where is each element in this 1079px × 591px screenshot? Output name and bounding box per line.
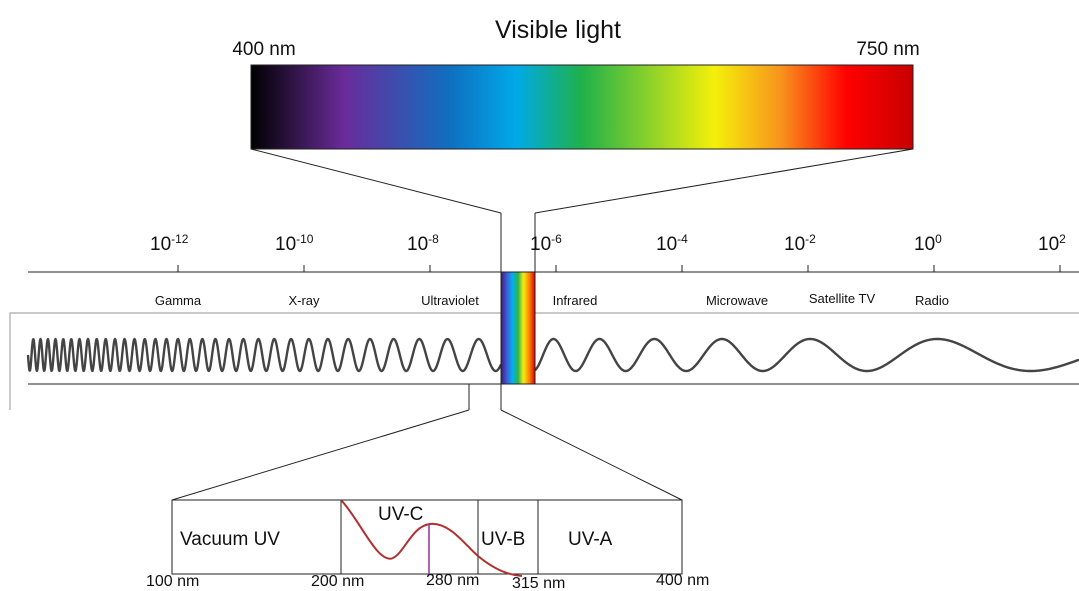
- uv-label-uvb: UV-B: [481, 529, 525, 550]
- uv-boundary-315nm: 315 nm: [512, 575, 565, 591]
- tick-label-1e2: 102: [1038, 232, 1066, 255]
- uv-label-vacuum: Vacuum UV: [180, 529, 280, 550]
- zoom-line-uv-right-diag: [500, 409, 683, 501]
- zoom-line-visible-left: [250, 148, 502, 214]
- wave-panel-frame: [9, 312, 1079, 410]
- band-label-xray: X-ray: [288, 293, 320, 308]
- band-label-satellite-tv: Satellite TV: [809, 291, 876, 306]
- visible-750nm-label: 750 nm: [856, 39, 919, 60]
- electromagnetic-wave: [26, 337, 1079, 373]
- tick-label-1e-10: 10-10: [275, 232, 314, 255]
- uv-boundary-400nm: 400 nm: [656, 572, 709, 589]
- tick-label-1e-8: 10-8: [407, 232, 439, 255]
- uv-absorption-curve: [341, 500, 478, 560]
- visible-light-title: Visible light: [495, 16, 621, 44]
- band-label-microwave: Microwave: [706, 293, 768, 308]
- uv-absorption-curve-tail: [477, 555, 523, 577]
- uv-label-uvc: UV-C: [378, 504, 423, 525]
- tick-label-1e-4: 10-4: [656, 232, 688, 255]
- zoom-line-visible-right: [534, 148, 914, 214]
- uv-box-vacuum: [171, 499, 342, 575]
- zoom-line-uv-left-diag: [171, 409, 470, 501]
- tick-label-1e-2: 10-2: [784, 232, 816, 255]
- visible-band-strip: [500, 271, 536, 385]
- uv-box-uva: [537, 499, 683, 575]
- uv-boundary-100nm: 100 nm: [146, 573, 199, 590]
- tick-label-1e0: 100: [914, 232, 942, 255]
- tick-label-1e-12: 10-12: [150, 232, 189, 255]
- uv-label-uva: UV-A: [568, 529, 613, 550]
- visible-spectrum-bar: [250, 64, 914, 150]
- band-labels: Gamma X-ray Ultraviolet Infrared Microwa…: [155, 291, 949, 308]
- band-label-gamma: Gamma: [155, 293, 202, 308]
- band-label-infrared: Infrared: [553, 293, 598, 308]
- uv-box-uvc: [340, 499, 479, 575]
- tick-label-1e-6: 10-6: [530, 232, 562, 255]
- wave-panel: [9, 271, 1079, 410]
- uv-breakdown: Vacuum UV UV-C UV-B UV-A 100 nm 200 nm 2…: [146, 499, 709, 591]
- wavelength-scale: 10-12 10-10 10-8 10-6 10-4 10-2 100 102: [28, 232, 1079, 273]
- uv-boundary-280nm: 280 nm: [426, 572, 479, 589]
- band-label-radio: Radio: [915, 293, 949, 308]
- band-label-ultraviolet: Ultraviolet: [421, 293, 479, 308]
- visible-400nm-label: 400 nm: [232, 39, 295, 60]
- uv-boundary-200nm: 200 nm: [311, 573, 364, 590]
